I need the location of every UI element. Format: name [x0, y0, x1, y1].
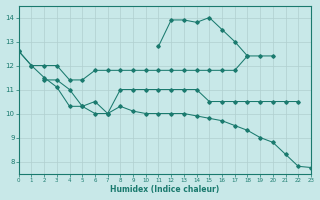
X-axis label: Humidex (Indice chaleur): Humidex (Indice chaleur): [110, 185, 220, 194]
